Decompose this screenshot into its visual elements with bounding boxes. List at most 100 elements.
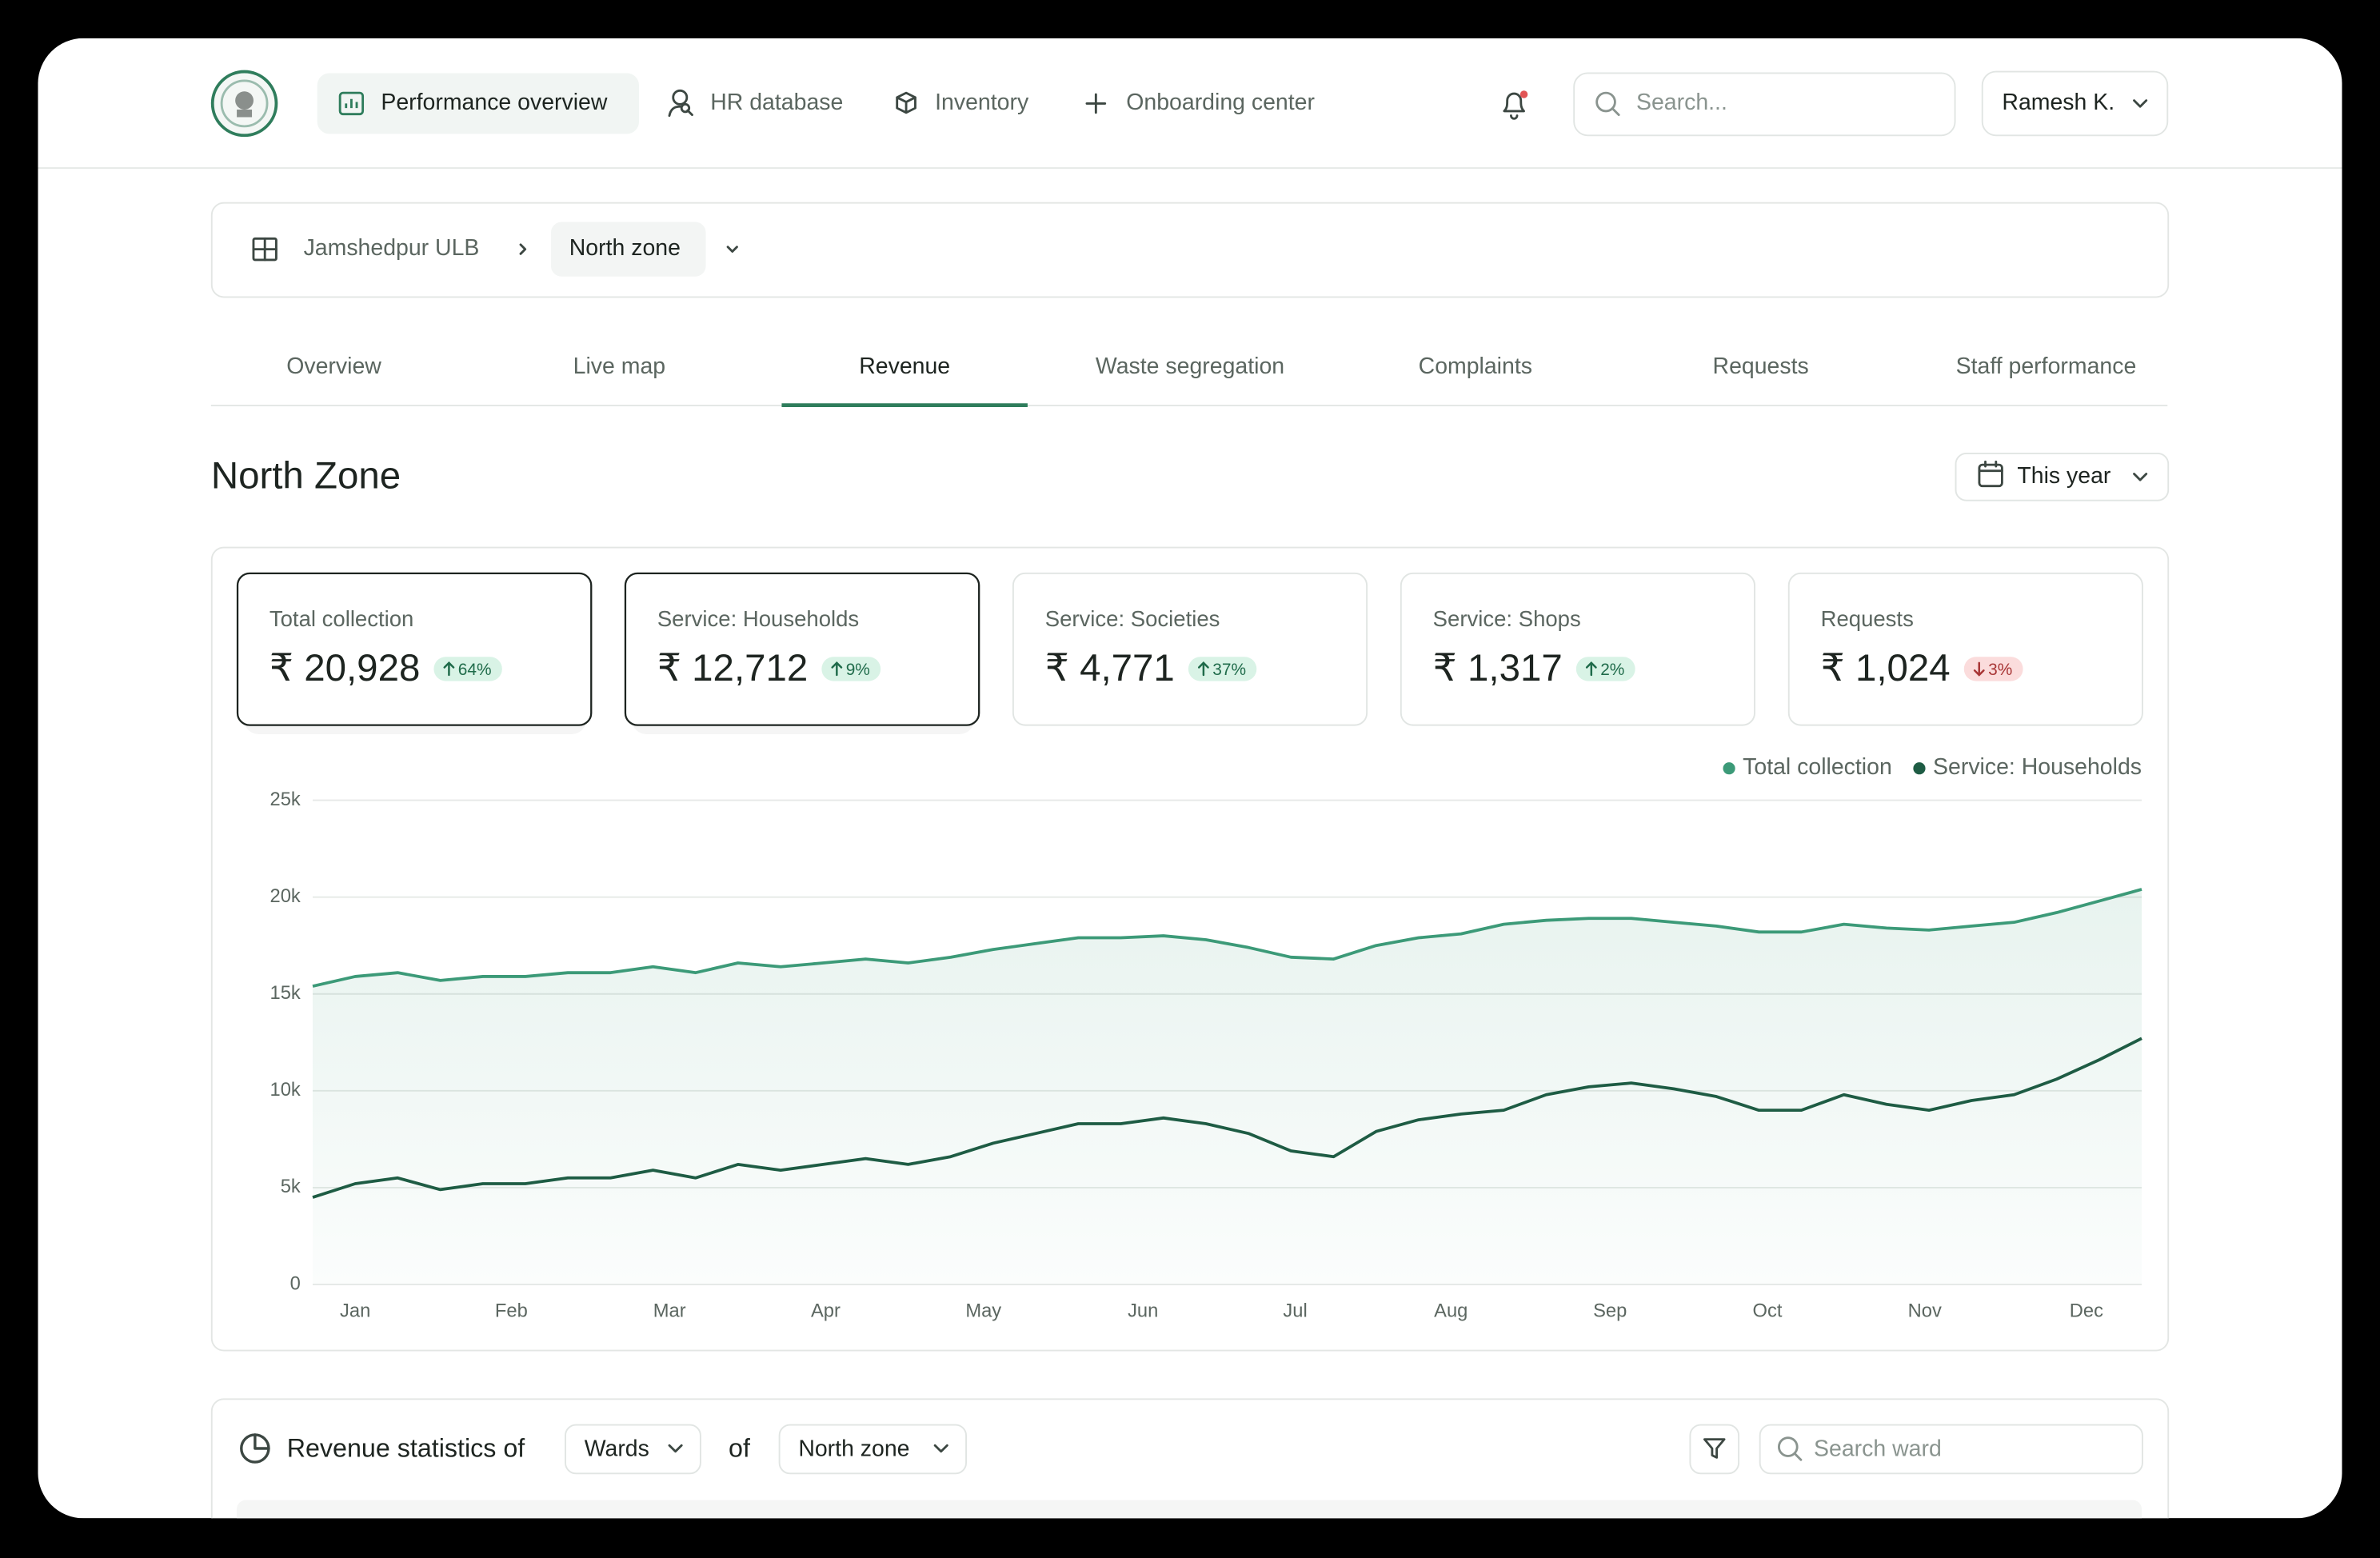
x-tick-label: Mar xyxy=(653,1300,686,1321)
search-box[interactable] xyxy=(1573,72,1956,137)
chevron xyxy=(2133,473,2148,481)
series-line xyxy=(312,1037,2142,1199)
chevron xyxy=(668,1444,683,1453)
change-text: 3% xyxy=(1988,661,2012,679)
x-tick-label: Nov xyxy=(1908,1300,1942,1321)
pie-icon xyxy=(240,1433,270,1464)
series-line xyxy=(312,888,2142,988)
y-tick-label: 25k xyxy=(270,789,301,810)
stat-card[interactable] xyxy=(1787,572,2143,726)
card-value: ₹ 4,771 xyxy=(1045,647,1175,689)
legend-label: Total collection xyxy=(1743,754,1892,780)
breadcrumb-pill[interactable] xyxy=(550,222,706,277)
change-arrow xyxy=(1197,661,1209,677)
card-label: Service: Households xyxy=(657,606,859,631)
user-name: Ramesh K. xyxy=(2002,90,2114,115)
legend-dot xyxy=(1913,762,1926,775)
card-value: ₹ 12,712 xyxy=(657,647,808,689)
group-label: Wards xyxy=(585,1436,649,1461)
change-text: 2% xyxy=(1600,661,1624,679)
chevron xyxy=(933,1444,948,1453)
y-tick-label: 15k xyxy=(270,983,301,1004)
breadcrumb-bar xyxy=(210,202,2170,298)
group-select[interactable] xyxy=(565,1424,701,1475)
change-arrow xyxy=(831,661,843,677)
period-select[interactable] xyxy=(1955,452,2170,501)
app: Performance overview HR database Invento… xyxy=(38,38,2342,1519)
nav-active-pill[interactable] xyxy=(317,73,640,134)
y-tick-label: 0 xyxy=(290,1273,301,1294)
filter-button[interactable] xyxy=(1689,1424,1740,1475)
stats-title: Revenue statistics of xyxy=(287,1433,525,1462)
breadcrumb-icon xyxy=(252,237,278,262)
zone-label: North zone xyxy=(798,1436,909,1461)
y-tick-label: 10k xyxy=(270,1080,301,1101)
stat-card[interactable] xyxy=(1400,572,1755,726)
search-icon xyxy=(1777,1436,1803,1461)
nav-icon xyxy=(668,89,693,118)
x-tick-label: Aug xyxy=(1434,1300,1468,1321)
card-label: Service: Societies xyxy=(1045,606,1220,631)
tab-indicator xyxy=(781,403,1028,407)
breadcrumb-item[interactable]: Jamshedpur ULB xyxy=(304,235,480,261)
tab[interactable]: Revenue xyxy=(859,354,950,379)
area-fill xyxy=(312,889,2142,1285)
stat-card[interactable] xyxy=(1012,572,1368,726)
breadcrumb-item[interactable]: North zone xyxy=(569,235,681,261)
change-text: 9% xyxy=(846,661,870,679)
x-tick-label: Dec xyxy=(2070,1300,2103,1321)
nav-icon xyxy=(338,91,365,116)
chevron[interactable] xyxy=(726,246,738,253)
tab[interactable]: Complaints xyxy=(1419,354,1532,379)
period-label: This year xyxy=(2017,463,2110,489)
x-tick-label: Apr xyxy=(811,1300,841,1321)
x-tick-label: Jul xyxy=(1283,1300,1307,1321)
change-text: 37% xyxy=(1212,661,1246,679)
nav-item[interactable]: Performance overview xyxy=(381,90,608,115)
page-title: North Zone xyxy=(211,455,401,497)
change-arrow xyxy=(1973,661,1985,677)
y-tick-label: 20k xyxy=(270,886,301,907)
card-value: ₹ 1,024 xyxy=(1821,647,1951,689)
tab[interactable]: Overview xyxy=(286,354,381,379)
card-value: ₹ 1,317 xyxy=(1433,647,1563,689)
x-tick-label: Feb xyxy=(495,1300,528,1321)
y-tick-label: 5k xyxy=(281,1176,301,1197)
change-badge xyxy=(433,657,502,681)
breadcrumb-separator xyxy=(519,243,527,255)
notification-bell[interactable] xyxy=(1503,90,1528,120)
nav-item[interactable]: Inventory xyxy=(935,90,1029,115)
tab[interactable]: Staff performance xyxy=(1956,354,2137,379)
user-menu[interactable] xyxy=(1981,70,2169,137)
x-tick-label: Oct xyxy=(1753,1300,1783,1321)
search-placeholder: Search ward xyxy=(1814,1436,1942,1461)
chevron xyxy=(2133,99,2148,108)
tab[interactable]: Live map xyxy=(573,354,665,379)
nav-item[interactable]: Onboarding center xyxy=(1126,90,1315,115)
search-icon xyxy=(1595,91,1620,117)
zone-select[interactable] xyxy=(778,1424,968,1475)
tab[interactable]: Requests xyxy=(1713,354,1809,379)
change-arrow xyxy=(443,661,455,677)
legend-label: Service: Households xyxy=(1933,754,2142,780)
connector: of xyxy=(729,1433,750,1462)
card-value: ₹ 20,928 xyxy=(270,647,420,689)
card-label: Service: Shops xyxy=(1433,606,1581,631)
card-label: Requests xyxy=(1821,606,1914,631)
nav-icon xyxy=(1085,93,1107,114)
x-tick-label: Jun xyxy=(1128,1300,1158,1321)
nav-icon xyxy=(896,91,916,114)
calendar-icon xyxy=(1978,460,2003,488)
legend-dot xyxy=(1723,762,1735,775)
stat-card[interactable] xyxy=(624,572,980,726)
x-tick-label: Jan xyxy=(340,1300,370,1321)
nav-item[interactable]: HR database xyxy=(710,90,843,115)
ward-search[interactable] xyxy=(1759,1424,2143,1475)
tab[interactable]: Waste segregation xyxy=(1096,354,1284,379)
stat-card[interactable] xyxy=(236,572,593,726)
change-text: 64% xyxy=(458,661,492,679)
search-placeholder: Search... xyxy=(1636,90,1727,115)
change-arrow xyxy=(1585,661,1597,677)
